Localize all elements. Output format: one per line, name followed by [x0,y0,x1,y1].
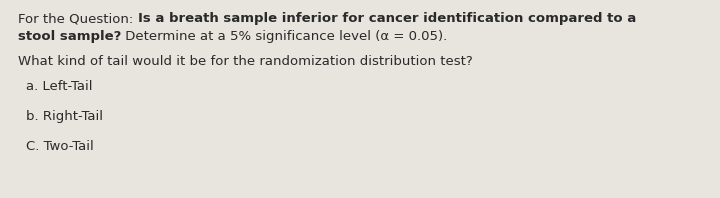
Text: Determine at a 5% significance level (α = 0.05).: Determine at a 5% significance level (α … [122,30,448,43]
Text: b. Right-Tail: b. Right-Tail [26,110,103,123]
Text: a. Left-Tail: a. Left-Tail [26,80,92,93]
Text: Is a breath sample inferior for cancer identification compared to a: Is a breath sample inferior for cancer i… [138,12,636,25]
Text: stool sample?: stool sample? [18,30,122,43]
Text: For the Question:: For the Question: [18,12,138,25]
Text: What kind of tail would it be for the randomization distribution test?: What kind of tail would it be for the ra… [18,55,473,68]
Text: C. Two-Tail: C. Two-Tail [26,140,94,153]
